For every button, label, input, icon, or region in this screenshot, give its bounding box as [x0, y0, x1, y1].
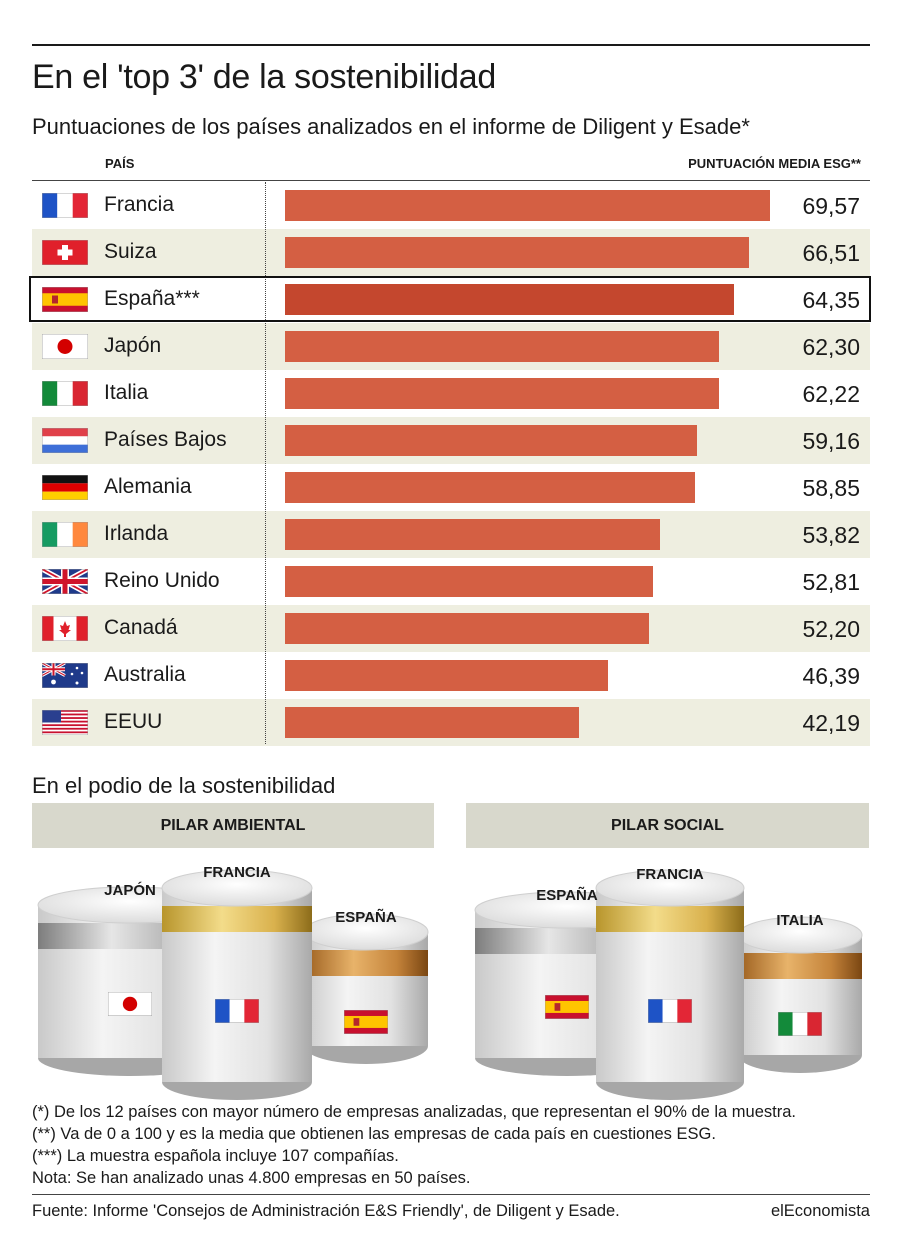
- footnote-3: (***) La muestra española incluye 107 co…: [32, 1147, 399, 1165]
- footnote-4: Nota: Se han analizado unas 4.800 empres…: [32, 1169, 471, 1187]
- score-column-header: PUNTUACIÓN MEDIA ESG**: [688, 156, 861, 171]
- country-label: EEUU: [104, 710, 163, 733]
- france-flag-icon: [214, 998, 260, 1024]
- pillar-social-header: PILAR SOCIAL: [466, 803, 869, 848]
- country-label: Alemania: [104, 475, 192, 498]
- country-label: Francia: [104, 193, 175, 216]
- score-value-label: 66,51: [802, 240, 860, 266]
- france-flag-icon: [647, 998, 693, 1024]
- top-rule: [32, 44, 870, 46]
- score-bar: [285, 472, 696, 503]
- country-label: Italia: [104, 381, 149, 404]
- score-value-label: 52,81: [802, 569, 860, 595]
- switzerland-flag-icon: [42, 240, 88, 265]
- country-label: Suiza: [104, 240, 157, 263]
- italy-flag-icon: [42, 381, 88, 406]
- score-bar: [285, 707, 580, 738]
- table-row: Suiza 66,51: [32, 229, 870, 276]
- table-row: Irlanda 53,82: [32, 511, 870, 558]
- usa-flag-icon: [42, 710, 88, 735]
- table-row: Alemania 58,85: [32, 464, 870, 511]
- podium-heading: En el podio de la sostenibilidad: [32, 773, 336, 798]
- podium-country-label: FRANCIA: [636, 866, 704, 883]
- podium-first-cylinder: [161, 869, 313, 1100]
- score-value-label: 42,19: [802, 710, 860, 736]
- country-label: Irlanda: [104, 522, 169, 545]
- pillar-environmental-header: PILAR AMBIENTAL: [32, 803, 434, 848]
- canada-flag-icon: [42, 616, 88, 641]
- podium-country-label: JAPÓN: [104, 882, 156, 899]
- score-value-label: 46,39: [802, 663, 860, 689]
- country-label: Japón: [104, 334, 162, 357]
- country-column-header: PAÍS: [105, 156, 135, 171]
- podium-second-cylinder: [474, 891, 660, 1076]
- podium-third-cylinder: [303, 913, 429, 1064]
- podium-third-cylinder: [737, 916, 863, 1073]
- podium-country-label: ESPAÑA: [335, 909, 397, 926]
- footnote-2: (**) Va de 0 a 100 y es la media que obt…: [32, 1125, 716, 1143]
- table-row: EEUU 42,19: [32, 699, 870, 746]
- score-value-label: 52,20: [802, 616, 860, 642]
- score-bar: [285, 331, 720, 362]
- spain-flag-icon: [42, 287, 88, 312]
- germany-flag-icon: [42, 475, 88, 500]
- score-bar: [285, 190, 770, 221]
- table-row: Canadá 52,20: [32, 605, 870, 652]
- chart-subtitle: Puntuaciones de los países analizados en…: [32, 114, 750, 139]
- podium-country-label: FRANCIA: [203, 864, 271, 881]
- country-label: Australia: [104, 663, 186, 686]
- table-row: Australia 46,39: [32, 652, 870, 699]
- highlight-box: [29, 276, 871, 322]
- dotted-divider: [265, 182, 266, 744]
- table-row: Japón 62,30: [32, 323, 870, 370]
- table-row: Italia 62,22: [32, 370, 870, 417]
- chart-title: En el 'top 3' de la sostenibilidad: [32, 58, 496, 96]
- country-label: Países Bajos: [104, 428, 227, 451]
- country-label: España***: [104, 287, 200, 310]
- footnote-1: (*) De los 12 países con mayor número de…: [32, 1103, 796, 1121]
- score-bar: [285, 425, 698, 456]
- score-bar: [285, 613, 649, 644]
- score-value-label: 59,16: [802, 428, 860, 454]
- score-value-label: 53,82: [802, 522, 860, 548]
- score-bar: [285, 519, 661, 550]
- spain-flag-icon: [343, 1009, 389, 1035]
- score-bar: [285, 378, 719, 409]
- table-row: Reino Unido 52,81: [32, 558, 870, 605]
- podium-country-label: ESPAÑA: [536, 887, 598, 904]
- table-row: Francia 69,57: [32, 182, 870, 229]
- table-row: España*** 64,35: [32, 276, 870, 323]
- netherlands-flag-icon: [42, 428, 88, 453]
- podium-country-label: ITALIA: [776, 912, 824, 929]
- footer-rule: [32, 1194, 870, 1195]
- australia-flag-icon: [42, 663, 88, 688]
- brand-name: elEconomista: [770, 1202, 870, 1220]
- score-value-label: 62,22: [802, 381, 860, 407]
- score-value-label: 58,85: [802, 475, 860, 501]
- japan-flag-icon: [107, 991, 153, 1017]
- spain-flag-icon: [544, 994, 590, 1020]
- score-value-label: 62,30: [802, 334, 860, 360]
- uk-flag-icon: [42, 569, 88, 594]
- table-row: Países Bajos 59,16: [32, 417, 870, 464]
- country-label: Canadá: [104, 616, 178, 639]
- score-bar: [285, 237, 749, 268]
- italy-flag-icon: [777, 1011, 823, 1037]
- ireland-flag-icon: [42, 522, 88, 547]
- score-bar: [285, 566, 654, 597]
- score-bar: [285, 284, 734, 315]
- source-text: Fuente: Informe 'Consejos de Administrac…: [32, 1202, 620, 1220]
- podium-first-cylinder: [595, 869, 745, 1100]
- footnotes: (*) De los 12 países con mayor número de…: [32, 1101, 796, 1189]
- header-rule: [32, 180, 870, 181]
- france-flag-icon: [42, 193, 88, 218]
- score-value-label: 69,57: [802, 193, 860, 219]
- podium-second-cylinder: [37, 886, 223, 1076]
- japan-flag-icon: [42, 334, 88, 359]
- country-label: Reino Unido: [104, 569, 220, 592]
- score-value-label: 64,35: [802, 287, 860, 313]
- score-bar: [285, 660, 609, 691]
